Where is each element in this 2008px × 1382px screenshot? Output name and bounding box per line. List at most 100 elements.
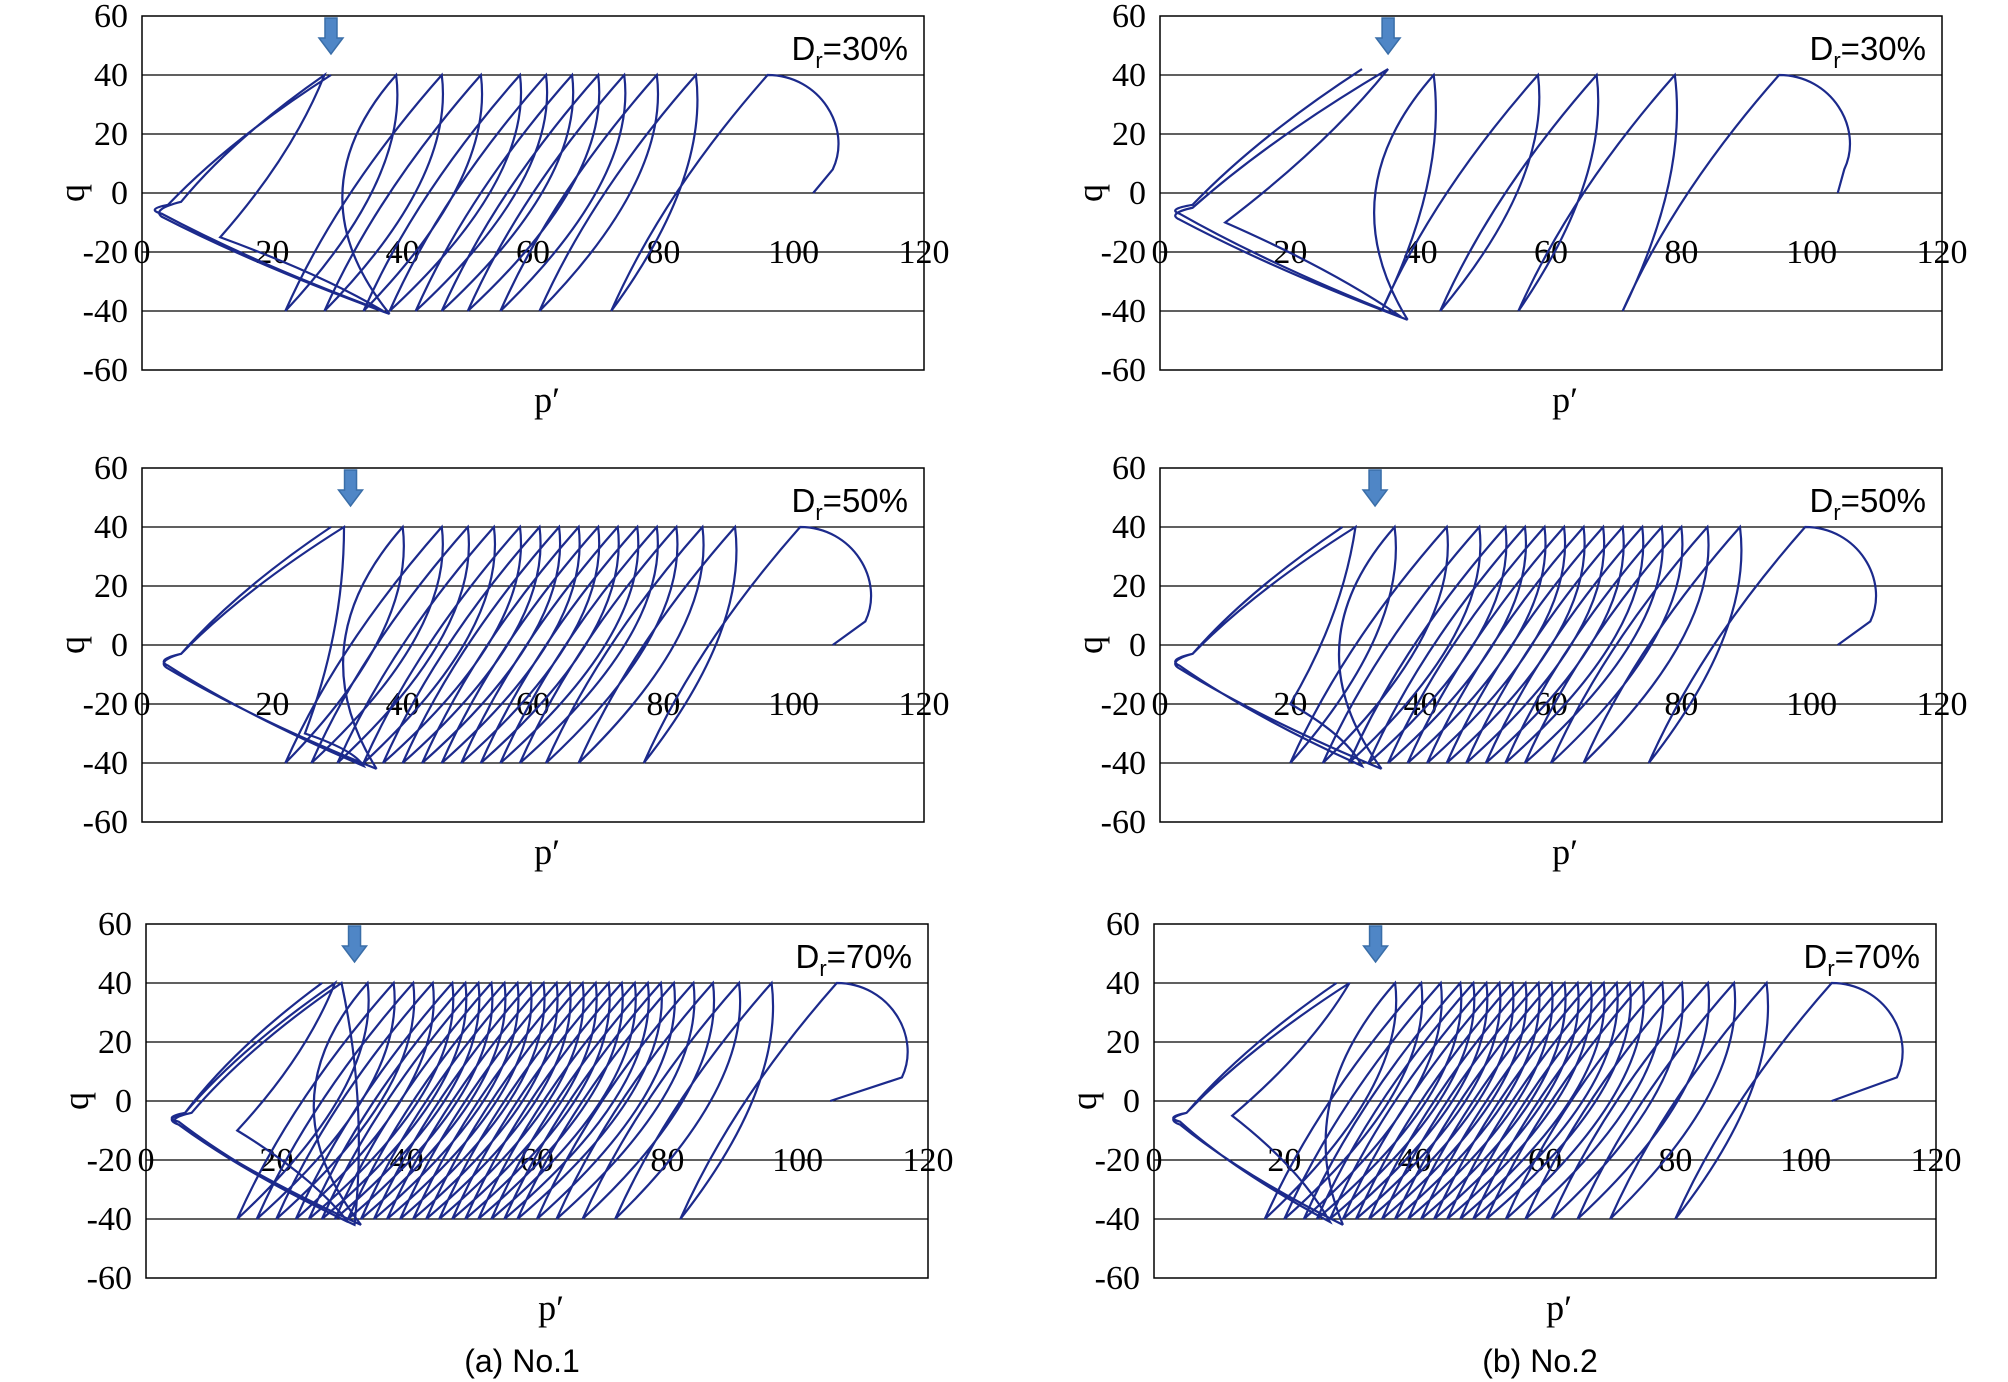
y-tick-label: 20 — [94, 116, 128, 153]
y-tick-label: 0 — [111, 175, 128, 212]
y-tick-label: 0 — [1129, 175, 1146, 212]
x-tick-label: 100 — [772, 1142, 823, 1179]
stress-path-pre — [153, 71, 391, 315]
y-tick-label: 40 — [1106, 965, 1140, 1002]
x-tick-label: 60 — [1534, 234, 1568, 271]
y-tick-label: 40 — [98, 965, 132, 1002]
y-tick-label: 60 — [1106, 906, 1140, 943]
y-tick-label: -20 — [1101, 234, 1146, 271]
x-tick-label: 0 — [134, 234, 151, 271]
dr-annotation: Dr=30% — [792, 30, 909, 73]
y-tick-label: 40 — [1112, 509, 1146, 546]
y-tick-label: -60 — [1095, 1260, 1140, 1297]
y-tick-label: 0 — [1129, 627, 1146, 664]
x-tick-label: 80 — [646, 234, 680, 271]
stress-path-cyclic — [1289, 524, 1878, 770]
x-tick-label: 120 — [899, 686, 950, 723]
x-tick-label: 100 — [1786, 234, 1837, 271]
x-axis-label: p′ — [1552, 832, 1578, 872]
y-tick-label: 60 — [1112, 450, 1146, 487]
y-tick-label: -60 — [1101, 804, 1146, 841]
dr-annotation: Dr=30% — [1810, 30, 1927, 73]
x-tick-label: 100 — [1786, 686, 1837, 723]
dr-annotation: Dr=70% — [796, 938, 913, 981]
x-tick-label: 40 — [1404, 686, 1438, 723]
stress-path-cyclic — [1373, 72, 1851, 321]
arrow-marker — [317, 17, 345, 56]
x-tick-label: 100 — [768, 234, 819, 271]
x-tick-label: 120 — [899, 234, 950, 271]
x-tick-label: 60 — [1534, 686, 1568, 723]
y-tick-label: 60 — [1112, 0, 1146, 35]
y-tick-label: 20 — [98, 1024, 132, 1061]
y-tick-label: -20 — [87, 1142, 132, 1179]
x-tick-label: 100 — [1780, 1142, 1831, 1179]
y-tick-label: 20 — [1112, 116, 1146, 153]
y-tick-label: -40 — [1101, 293, 1146, 330]
y-axis-label: q — [52, 636, 92, 654]
dr-annotation: Dr=50% — [1810, 482, 1927, 525]
arrow-marker — [1361, 469, 1389, 508]
x-tick-label: 120 — [903, 1142, 954, 1179]
arrow-marker — [1362, 925, 1390, 964]
x-tick-label: 80 — [646, 686, 680, 723]
stress-path-pre — [1174, 68, 1409, 321]
x-axis-label: p′ — [534, 380, 560, 420]
x-tick-label: 120 — [1917, 234, 1968, 271]
y-tick-label: 20 — [1106, 1024, 1140, 1061]
stress-path-pre — [1174, 524, 1382, 770]
y-tick-label: -60 — [1101, 352, 1146, 389]
y-tick-label: 40 — [94, 57, 128, 94]
stress-path-cyclic — [284, 72, 840, 315]
caption-left: (a) No.1 — [464, 1343, 580, 1379]
arrow-marker — [341, 925, 369, 964]
y-tick-label: 20 — [94, 568, 128, 605]
arrow-marker — [337, 469, 365, 508]
x-tick-label: 120 — [1911, 1142, 1962, 1179]
x-tick-label: 40 — [1404, 234, 1438, 271]
x-tick-label: 100 — [768, 686, 819, 723]
y-tick-label: -20 — [83, 686, 128, 723]
y-tick-label: -20 — [1095, 1142, 1140, 1179]
stress-path-cyclic — [1263, 980, 1904, 1226]
x-tick-label: 0 — [1146, 1142, 1163, 1179]
y-tick-label: -60 — [83, 352, 128, 389]
x-tick-label: 0 — [134, 686, 151, 723]
x-tick-label: 80 — [1664, 234, 1698, 271]
y-tick-label: 60 — [98, 906, 132, 943]
x-tick-label: 0 — [1152, 686, 1169, 723]
y-tick-label: 40 — [1112, 57, 1146, 94]
stress-path-cyclic — [284, 524, 873, 770]
y-axis-label: q — [1064, 1092, 1104, 1110]
arrow-marker — [1374, 17, 1402, 56]
x-tick-label: 0 — [138, 1142, 155, 1179]
caption-right: (b) No.2 — [1482, 1343, 1598, 1379]
stress-path-pre — [1172, 982, 1351, 1226]
y-axis-label: q — [1070, 636, 1110, 654]
y-tick-label: -60 — [87, 1260, 132, 1297]
x-axis-label: p′ — [538, 1288, 564, 1328]
y-tick-label: 0 — [1123, 1083, 1140, 1120]
y-axis-label: q — [52, 184, 92, 202]
y-tick-label: 60 — [94, 450, 128, 487]
stress-path-cyclic — [236, 980, 909, 1226]
y-tick-label: 40 — [94, 509, 128, 546]
dr-annotation: Dr=70% — [1804, 938, 1921, 981]
x-tick-label: 120 — [1917, 686, 1968, 723]
y-tick-label: -60 — [83, 804, 128, 841]
y-tick-label: -40 — [83, 745, 128, 782]
x-tick-label: 40 — [386, 686, 420, 723]
y-tick-label: 0 — [111, 627, 128, 664]
y-tick-label: 0 — [115, 1083, 132, 1120]
y-tick-label: -40 — [1101, 745, 1146, 782]
y-axis-label: q — [1070, 184, 1110, 202]
dr-annotation: Dr=50% — [792, 482, 909, 525]
y-tick-label: -20 — [1101, 686, 1146, 723]
